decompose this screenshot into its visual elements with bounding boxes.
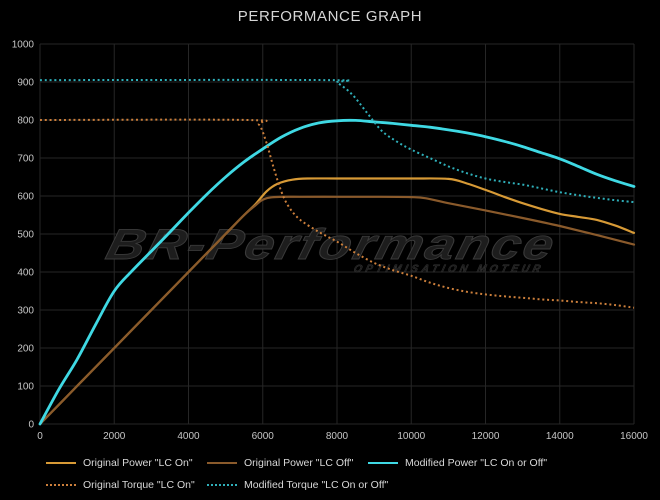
y-tick-label: 600 [17, 192, 34, 203]
x-tick-label: 14000 [546, 431, 574, 442]
watermark-brand: BR-Performance [102, 221, 562, 269]
tick-layer: 0 2000 4000 6000 8000 10000 12000 14000 16000 0 10… [12, 40, 649, 443]
y-tick-label: 1000 [12, 40, 35, 51]
page-title: PERFORMANCE GRAPH [237, 8, 423, 25]
x-tick-label: 4000 [177, 431, 200, 442]
x-tick-label: 8000 [326, 431, 349, 442]
series-line-modified-torque [39, 78, 635, 204]
legend-label-modified-torque: Modified Torque "LC On or Off" [244, 479, 389, 491]
y-tick-label: 0 [28, 420, 34, 431]
watermark-tagline: OPTIMISATION MOTEUR [352, 263, 545, 275]
legend-label-modified-power: Modified Power "LC On or Off" [405, 457, 548, 469]
y-tick-label: 900 [17, 78, 34, 89]
x-tick-label: 0 [37, 431, 43, 442]
y-tick-label: 700 [17, 154, 34, 165]
legend-item-original-power-lc-on: Original Power "LC On" [46, 452, 193, 474]
legend-label-original-power-lc-off: Original Power "LC Off" [244, 457, 354, 469]
y-tick-label: 500 [17, 230, 34, 241]
performance-chart: 0 2000 4000 6000 8000 10000 12000 14000 16000 0 10… [12, 40, 649, 443]
legend-item-original-power-lc-off: Original Power "LC Off" [207, 452, 353, 474]
legend-swatch-original-power-lc-on [46, 462, 76, 464]
y-tick-label: 800 [17, 116, 34, 127]
series-line-original-torque-lc-on [39, 118, 635, 309]
x-tick-label: 12000 [472, 431, 500, 442]
legend-row: Original Torque "LC On" Modified Torque "… [0, 474, 660, 496]
x-tick-label: 6000 [252, 431, 275, 442]
x-tick-label: 10000 [397, 431, 425, 442]
x-tick-label: 16000 [620, 431, 648, 442]
y-tick-label: 100 [17, 382, 34, 393]
legend-row: Original Power "LC On" Original Power "LC… [0, 452, 660, 474]
y-tick-label: 200 [17, 344, 34, 355]
series-line-original-power-lc-off [38, 195, 636, 426]
legend-swatch-modified-power [368, 462, 398, 464]
legend-swatch-modified-torque [207, 484, 237, 486]
legend-swatch-original-power-lc-off [207, 462, 237, 464]
legend-item-modified-power: Modified Power "LC On or Off" [368, 452, 547, 474]
legend-label-original-power-lc-on: Original Power "LC On" [83, 457, 193, 469]
legend-swatch-original-torque-lc-on [46, 484, 76, 486]
y-tick-label: 400 [17, 268, 34, 279]
legend-item-modified-torque: Modified Torque "LC On or Off" [207, 474, 388, 496]
legend-item-original-torque-lc-on: Original Torque "LC On" [46, 474, 195, 496]
series-layer [38, 78, 636, 426]
chart-legend: Original Power "LC On" Original Power "LC… [0, 452, 660, 496]
series-line-modified-power [38, 118, 636, 426]
y-tick-label: 300 [17, 306, 34, 317]
legend-label-original-torque-lc-on: Original Torque "LC On" [83, 479, 195, 491]
x-tick-label: 2000 [103, 431, 126, 442]
